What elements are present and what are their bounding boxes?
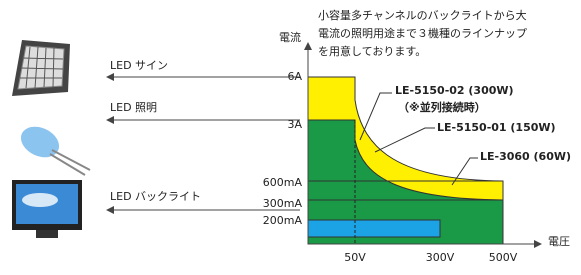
model-label: LE-5150-01 (150W) [437,121,556,134]
y-tick: 300mA [263,197,303,210]
led-bulb-icon [16,121,90,175]
y-tick: 200mA [263,214,303,227]
application-label: LED 照明 [110,101,157,114]
intro-text: 小容量多チャンネルのバックライトから大 [318,8,527,22]
x-axis-label: 電圧 [548,235,570,248]
application-label: LED サイン [110,59,168,72]
x-tick: 500V [489,251,518,264]
x-tick: 300V [426,251,455,264]
diagram: 電流 電圧 6A 3A 600mA 300mA 200mA 50V 300V 5… [0,0,581,271]
model-note: （※並列接続時） [398,100,486,114]
tv-icon [12,180,82,238]
application-label: LED バックライト [110,190,201,203]
y-axis-label: 電流 [279,30,301,44]
led-sign-icon [12,40,70,96]
intro-text: を用意しております。 [318,44,426,58]
region-60w [308,220,440,237]
model-label: LE-3060 (60W) [480,150,571,163]
model-label: LE-5150-02 (300W) [395,84,514,97]
intro-text: 電流の照明用途まで３機種のラインナップ [318,26,527,40]
y-tick: 600mA [263,176,303,189]
x-tick: 50V [344,251,366,264]
